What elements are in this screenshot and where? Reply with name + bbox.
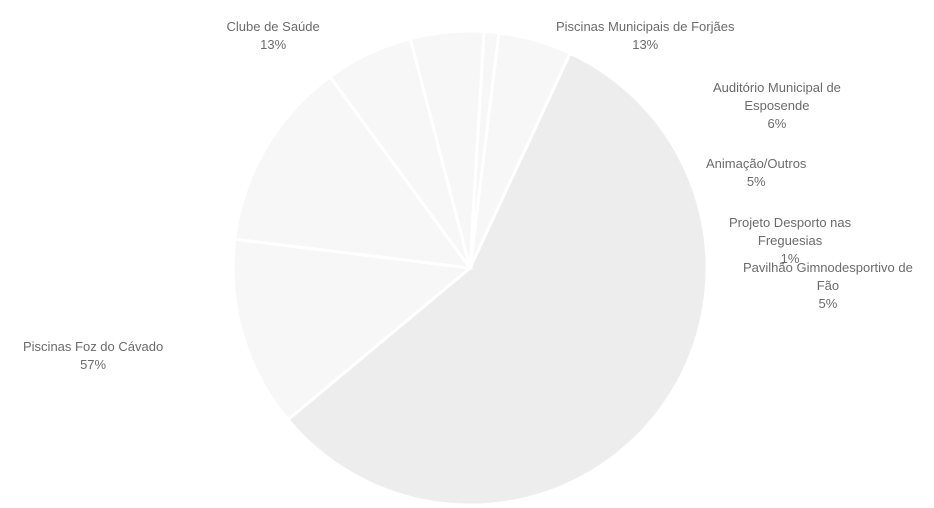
slice-name-line: Esposende (744, 98, 810, 113)
pie-slice-4 (233, 74, 474, 270)
slice-name-line: Projeto Desporto nas (729, 215, 852, 230)
slice-percent-label: 6% (767, 116, 787, 131)
pie-slice-7 (468, 29, 501, 269)
slice-percent-label: 13% (260, 37, 287, 52)
slice-name-line: Fão (816, 278, 840, 293)
slice-name-line: Auditório Municipal de (713, 80, 841, 95)
slice-label-4: Piscinas Municipais de Forjães 13% (556, 18, 734, 54)
slice-label-2: Piscinas Foz do Cávado 57% (23, 338, 163, 374)
slice-label-7: Projeto Desporto nas Freguesias 1% (729, 214, 851, 268)
slice-label-6: Animação/Outros 5% (706, 155, 806, 191)
pie-slice-3 (231, 237, 474, 422)
slice-name-line: Piscinas Municipais de Forjães (556, 19, 735, 34)
slice-name-line: Piscinas Foz do Cávado (23, 339, 164, 354)
slice-percent-label: 5% (746, 174, 766, 189)
slice-percent-label: 57% (80, 357, 107, 372)
slice-name-line: Freguesias (757, 233, 823, 248)
slice-label-3: Clube de Saúde 13% (227, 18, 320, 54)
slice-percent-label: 13% (632, 37, 659, 52)
slice-name-line: Pavilhão Gimnodesportivo de (743, 260, 913, 275)
slice-name-line: Animação/Outros (706, 156, 807, 171)
slice-percent-label: 5% (818, 296, 838, 311)
slice-name-line: Clube de Saúde (226, 19, 320, 34)
slice-percent-label: 1% (780, 251, 800, 266)
pie-slice-2 (285, 51, 709, 507)
slice-label-5: Auditório Municipal de Esposende 6% (713, 79, 841, 133)
slice-label-1: Pavilhão Gimnodesportivo de Fão 5% (743, 259, 913, 313)
